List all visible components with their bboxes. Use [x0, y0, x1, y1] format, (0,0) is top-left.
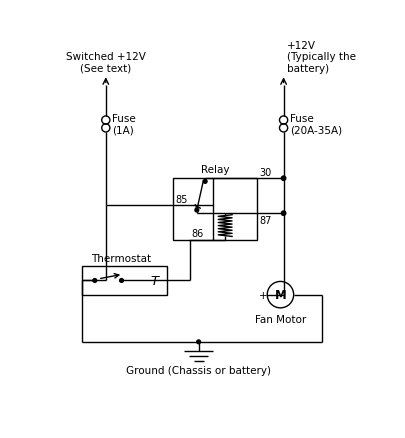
Text: 87: 87 — [259, 215, 271, 225]
Text: Thermostat: Thermostat — [91, 254, 151, 264]
Circle shape — [196, 340, 200, 344]
Bar — [82, 267, 167, 295]
Text: M: M — [274, 289, 286, 301]
Circle shape — [93, 279, 96, 283]
Text: +: + — [258, 290, 267, 300]
Circle shape — [119, 279, 123, 283]
Text: 85: 85 — [175, 194, 187, 204]
Text: T: T — [150, 274, 158, 287]
Text: Fan Motor: Fan Motor — [254, 314, 305, 325]
Text: 30: 30 — [259, 167, 271, 177]
Text: Relay: Relay — [200, 165, 229, 175]
Text: Fuse
(1A): Fuse (1A) — [112, 114, 136, 135]
Text: Switched +12V
(See text): Switched +12V (See text) — [66, 52, 145, 74]
Text: +12V
(Typically the
battery): +12V (Typically the battery) — [286, 41, 355, 74]
Text: Ground (Chassis or battery): Ground (Chassis or battery) — [126, 366, 271, 375]
Text: Fuse
(20A-35A): Fuse (20A-35A) — [289, 114, 341, 135]
Text: 86: 86 — [191, 229, 203, 238]
Circle shape — [281, 212, 285, 216]
Circle shape — [194, 208, 198, 212]
Circle shape — [281, 177, 285, 181]
Bar — [173, 179, 256, 240]
Circle shape — [203, 180, 207, 184]
